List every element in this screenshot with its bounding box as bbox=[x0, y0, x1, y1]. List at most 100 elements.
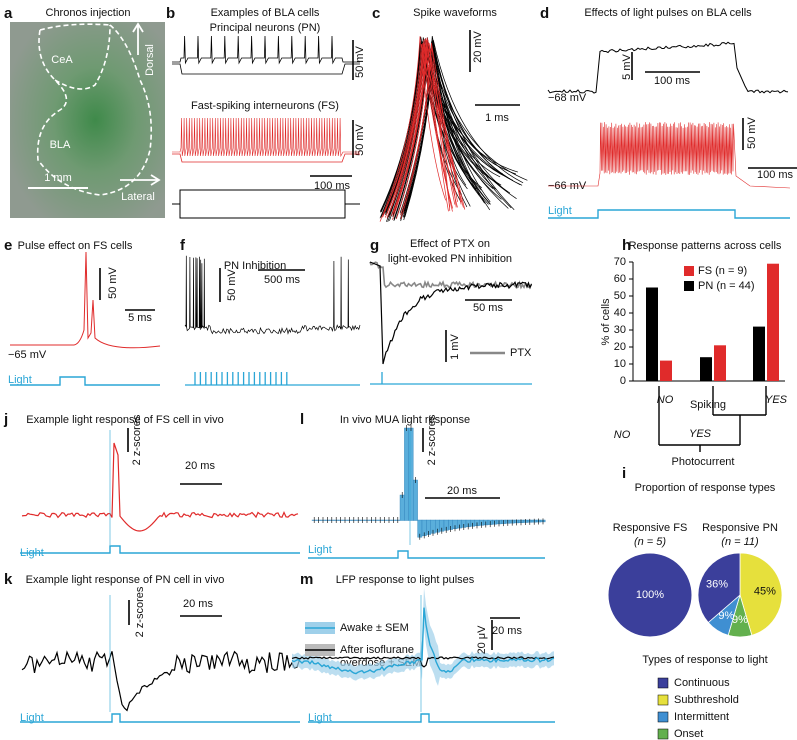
legend-label: Onset bbox=[674, 728, 703, 740]
y-tick-label: 0 bbox=[620, 375, 626, 387]
bar bbox=[700, 357, 712, 381]
label: Example light response of FS cell in viv… bbox=[26, 414, 223, 426]
histogram-bar bbox=[408, 427, 414, 521]
label: 50 ms bbox=[473, 302, 503, 314]
label: NO bbox=[657, 394, 674, 406]
legend-label: FS (n = 9) bbox=[698, 265, 747, 277]
pie-slice bbox=[739, 552, 783, 636]
panel-label: h bbox=[622, 237, 631, 254]
label: 1 mV bbox=[449, 334, 461, 360]
value-label: 45% bbox=[754, 585, 776, 597]
label: Dorsal bbox=[144, 44, 156, 76]
panel-label: e bbox=[4, 237, 12, 254]
legend-swatch bbox=[657, 711, 669, 723]
waveform bbox=[384, 43, 464, 212]
waveform bbox=[400, 46, 451, 220]
panel-label: f bbox=[180, 237, 186, 254]
label: NO bbox=[614, 429, 631, 441]
label: YES bbox=[765, 394, 788, 406]
light-pulse bbox=[185, 372, 360, 386]
label: Chronos injection bbox=[46, 7, 131, 19]
label: 5 ms bbox=[128, 312, 152, 324]
label: 5 mV bbox=[621, 54, 633, 80]
value-label: 9% bbox=[718, 610, 734, 622]
waveform bbox=[400, 42, 457, 216]
label: 1 ms bbox=[485, 112, 509, 124]
waveform bbox=[379, 36, 446, 222]
trace bbox=[172, 153, 360, 163]
legend-swatch bbox=[657, 728, 669, 740]
label: Spiking bbox=[690, 399, 726, 411]
y-axis-label: % of cells bbox=[600, 298, 612, 346]
pie-slice bbox=[697, 552, 741, 624]
label: 20 ms bbox=[183, 598, 213, 610]
waveform bbox=[386, 39, 452, 219]
label: 500 ms bbox=[264, 274, 301, 286]
bar bbox=[646, 287, 658, 381]
label: Light bbox=[308, 544, 332, 556]
label: 20 μV bbox=[476, 625, 488, 655]
panel-label: j bbox=[3, 411, 8, 428]
label: 100 ms bbox=[654, 75, 691, 87]
legend-label: Subthreshold bbox=[674, 694, 739, 706]
label: 50 mV bbox=[746, 116, 758, 148]
bar bbox=[714, 345, 726, 381]
pie-title: Responsive PN bbox=[702, 522, 778, 534]
light-pulse bbox=[370, 372, 532, 385]
label: YES bbox=[689, 428, 712, 440]
label: Spike waveforms bbox=[413, 7, 497, 19]
waveform bbox=[402, 49, 491, 217]
label: Response patterns across cells bbox=[629, 240, 782, 252]
label: Fast-spiking interneurons (FS) bbox=[191, 100, 339, 112]
label: light-evoked PN inhibition bbox=[388, 253, 512, 265]
legend-swatch bbox=[657, 677, 669, 689]
y-tick-label: 40 bbox=[614, 307, 626, 319]
label: Principal neurons (PN) bbox=[210, 22, 321, 34]
panel-label: a bbox=[4, 5, 13, 22]
label: After isoflurane bbox=[340, 644, 414, 656]
label: 20 ms bbox=[185, 460, 215, 472]
label: PN Inhibition bbox=[224, 260, 286, 272]
panel-label: g bbox=[370, 237, 379, 254]
trace bbox=[184, 255, 361, 335]
label: Lateral bbox=[121, 191, 155, 203]
label: 20 ms bbox=[447, 485, 477, 497]
y-tick-label: 60 bbox=[614, 273, 626, 285]
value-label: 36% bbox=[706, 578, 728, 590]
label: 2 z-scores bbox=[134, 586, 146, 637]
trace bbox=[21, 650, 301, 712]
histogram-bar bbox=[404, 427, 409, 521]
value-label: 100% bbox=[636, 589, 664, 601]
y-tick-label: 30 bbox=[614, 324, 626, 336]
label: −68 mV bbox=[548, 92, 587, 104]
label: −65 mV bbox=[8, 349, 47, 361]
y-tick-label: 50 bbox=[614, 290, 626, 302]
legend-label: PN (n = 44) bbox=[698, 280, 755, 292]
label: 20 mV bbox=[472, 30, 484, 62]
bar bbox=[660, 360, 672, 381]
label: Photocurrent bbox=[672, 456, 735, 468]
trace bbox=[172, 63, 360, 75]
label: 2 z-scores bbox=[426, 414, 438, 465]
waveform bbox=[389, 38, 463, 213]
direction-arrows bbox=[120, 22, 161, 186]
value-label: 9% bbox=[732, 614, 748, 626]
trace bbox=[369, 261, 533, 365]
trace bbox=[10, 251, 161, 349]
panel-label: c bbox=[372, 5, 380, 22]
label: Light bbox=[548, 205, 572, 217]
label: 20 ms bbox=[492, 625, 522, 637]
legend-label: Intermittent bbox=[674, 711, 729, 723]
label: Example light response of PN cell in viv… bbox=[26, 574, 225, 586]
label: Effects of light pulses on BLA cells bbox=[584, 7, 752, 19]
legend-swatch bbox=[684, 281, 694, 291]
panel-label: k bbox=[4, 571, 13, 588]
waveform bbox=[392, 37, 458, 215]
label: 100 ms bbox=[314, 180, 351, 192]
panel-label: m bbox=[300, 571, 313, 588]
pie-title: Responsive FS bbox=[613, 522, 688, 534]
bar bbox=[767, 263, 779, 381]
pie-subtitle: (n = 5) bbox=[634, 536, 666, 548]
label: In vivo MUA light response bbox=[340, 414, 470, 426]
